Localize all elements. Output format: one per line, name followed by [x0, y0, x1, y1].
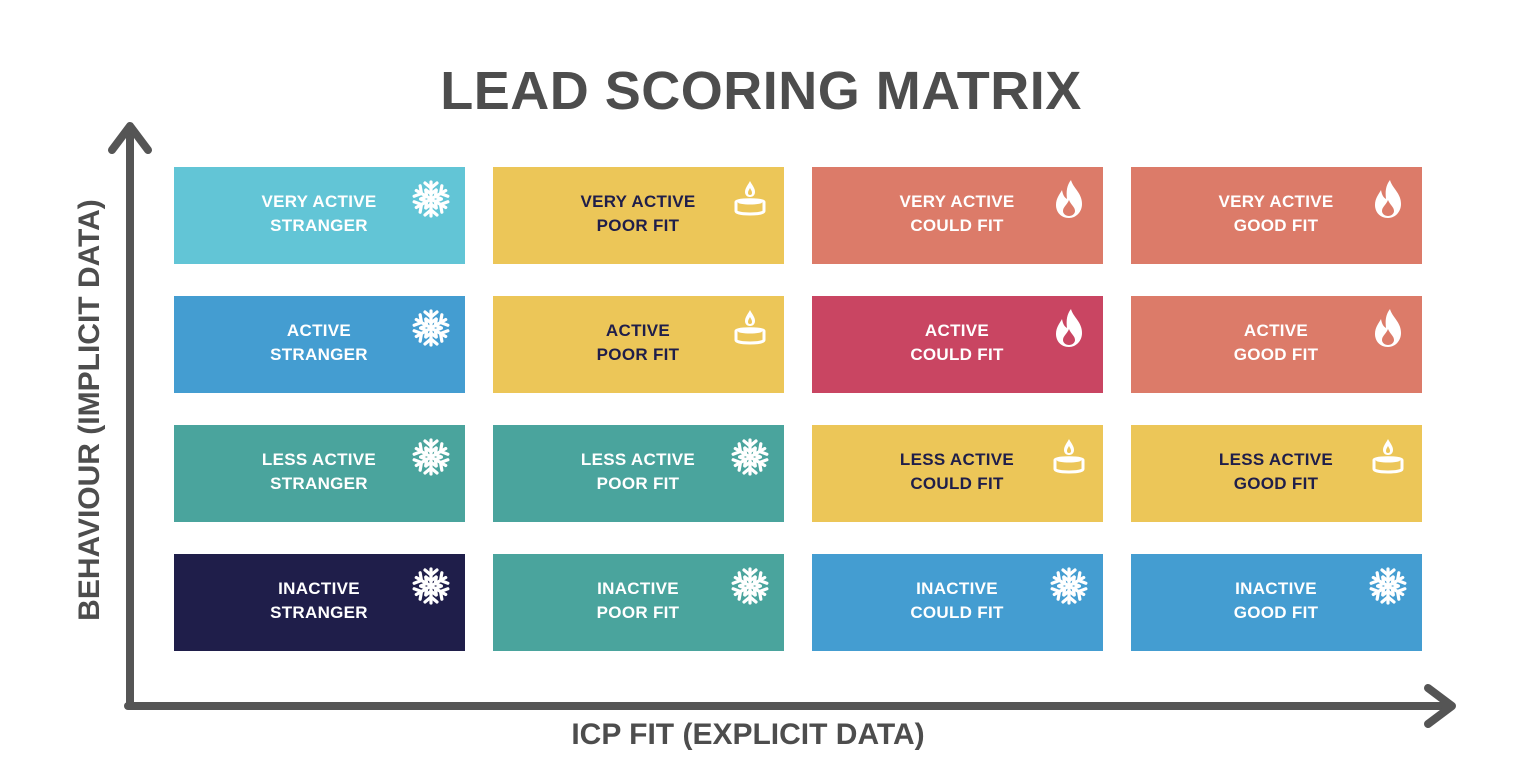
snowflake-icon — [731, 438, 769, 476]
fit-level: STRANGER — [270, 603, 368, 622]
activity-level: VERY ACTIVE — [899, 192, 1015, 211]
activity-level: INACTIVE — [597, 579, 679, 598]
cell-label: LESS ACTIVE POOR FIT — [533, 448, 743, 496]
candle-icon — [734, 181, 766, 216]
activity-level: VERY ACTIVE — [261, 192, 377, 211]
cell-label: ACTIVE GOOD FIT — [1171, 319, 1381, 367]
matrix-cell: ACTIVE COULD FIT — [812, 296, 1103, 393]
fit-level: POOR FIT — [596, 345, 680, 364]
fit-level: GOOD FIT — [1233, 345, 1319, 364]
matrix-cell: ACTIVE GOOD FIT — [1131, 296, 1422, 393]
snowflake-icon — [1050, 567, 1088, 605]
fit-level: POOR FIT — [596, 216, 680, 235]
cell-label: INACTIVE STRANGER — [214, 577, 424, 625]
cell-label: LESS ACTIVE GOOD FIT — [1171, 448, 1381, 496]
activity-level: VERY ACTIVE — [1218, 192, 1334, 211]
y-axis-label: BEHAVIOUR (IMPLICIT DATA) — [73, 199, 106, 621]
matrix-cell: ACTIVE STRANGER — [174, 296, 465, 393]
snowflake-icon — [1369, 567, 1407, 605]
activity-level: ACTIVE — [924, 321, 990, 340]
matrix-cell: INACTIVE COULD FIT — [812, 554, 1103, 651]
activity-level: LESS ACTIVE — [899, 450, 1015, 469]
activity-level: ACTIVE — [1243, 321, 1309, 340]
cell-label: LESS ACTIVE COULD FIT — [852, 448, 1062, 496]
cell-label: ACTIVE STRANGER — [214, 319, 424, 367]
activity-level: LESS ACTIVE — [261, 450, 377, 469]
matrix-cell: VERY ACTIVE GOOD FIT — [1131, 167, 1422, 264]
fit-level: STRANGER — [270, 216, 368, 235]
matrix-cell: VERY ACTIVE COULD FIT — [812, 167, 1103, 264]
fit-level: COULD FIT — [910, 474, 1004, 493]
fit-level: STRANGER — [270, 474, 368, 493]
cell-label: VERY ACTIVE POOR FIT — [533, 190, 743, 238]
activity-level: ACTIVE — [605, 321, 671, 340]
matrix-cell: ACTIVE POOR FIT — [493, 296, 784, 393]
fit-level: COULD FIT — [910, 603, 1004, 622]
flame-icon — [1056, 180, 1082, 218]
matrix-cell: LESS ACTIVE COULD FIT — [812, 425, 1103, 522]
cell-label: ACTIVE POOR FIT — [533, 319, 743, 367]
fit-level: COULD FIT — [910, 345, 1004, 364]
cell-label: INACTIVE GOOD FIT — [1171, 577, 1381, 625]
cell-label: LESS ACTIVE STRANGER — [214, 448, 424, 496]
flame-icon — [1056, 309, 1082, 347]
candle-icon — [734, 310, 766, 345]
x-axis-label: ICP FIT (EXPLICIT DATA) — [571, 718, 925, 751]
snowflake-icon — [731, 567, 769, 605]
snowflake-icon — [412, 438, 450, 476]
fit-level: COULD FIT — [910, 216, 1004, 235]
fit-level: GOOD FIT — [1233, 474, 1319, 493]
matrix-cell: LESS ACTIVE STRANGER — [174, 425, 465, 522]
activity-level: VERY ACTIVE — [580, 192, 696, 211]
flame-icon — [1375, 180, 1401, 218]
snowflake-icon — [412, 180, 450, 218]
activity-level: LESS ACTIVE — [580, 450, 696, 469]
flame-icon — [1375, 309, 1401, 347]
lead-scoring-grid: VERY ACTIVE STRANGER VERY ACTIVE POOR FIT VE… — [174, 167, 1422, 651]
matrix-cell: VERY ACTIVE STRANGER — [174, 167, 465, 264]
x-axis-arrow — [124, 684, 1456, 728]
cell-label: VERY ACTIVE GOOD FIT — [1171, 190, 1381, 238]
matrix-cell: LESS ACTIVE GOOD FIT — [1131, 425, 1422, 522]
activity-level: LESS ACTIVE — [1218, 450, 1334, 469]
matrix-cell: INACTIVE POOR FIT — [493, 554, 784, 651]
matrix-cell: VERY ACTIVE POOR FIT — [493, 167, 784, 264]
cell-label: VERY ACTIVE STRANGER — [214, 190, 424, 238]
activity-level: INACTIVE — [1235, 579, 1317, 598]
candle-icon — [1053, 439, 1085, 474]
matrix-cell: LESS ACTIVE POOR FIT — [493, 425, 784, 522]
page-title: LEAD SCORING MATRIX — [440, 61, 1082, 121]
fit-level: STRANGER — [270, 345, 368, 364]
activity-level: INACTIVE — [916, 579, 998, 598]
matrix-cell: INACTIVE STRANGER — [174, 554, 465, 651]
cell-label: INACTIVE COULD FIT — [852, 577, 1062, 625]
activity-level: ACTIVE — [286, 321, 352, 340]
cell-label: VERY ACTIVE COULD FIT — [852, 190, 1062, 238]
snowflake-icon — [412, 567, 450, 605]
matrix-cell: INACTIVE GOOD FIT — [1131, 554, 1422, 651]
snowflake-icon — [412, 309, 450, 347]
cell-label: ACTIVE COULD FIT — [852, 319, 1062, 367]
fit-level: GOOD FIT — [1233, 603, 1319, 622]
candle-icon — [1372, 439, 1404, 474]
fit-level: POOR FIT — [596, 474, 680, 493]
y-axis-arrow — [108, 122, 152, 710]
fit-level: GOOD FIT — [1233, 216, 1319, 235]
cell-label: INACTIVE POOR FIT — [533, 577, 743, 625]
fit-level: POOR FIT — [596, 603, 680, 622]
activity-level: INACTIVE — [278, 579, 360, 598]
